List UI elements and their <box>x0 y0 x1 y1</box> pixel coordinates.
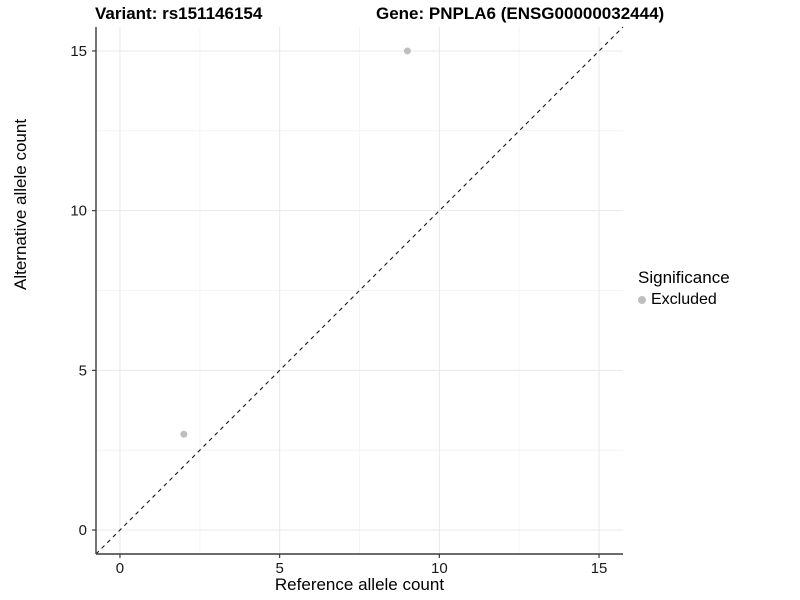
x-tick-label: 15 <box>591 560 608 577</box>
legend-title: Significance <box>638 268 730 287</box>
y-tick-label: 10 <box>70 203 87 220</box>
plot-title-gene: Gene: PNPLA6 (ENSG00000032444) <box>376 4 665 23</box>
legend: Significance Excluded <box>638 268 730 309</box>
y-tick-label: 5 <box>79 362 87 379</box>
data-point <box>180 430 188 438</box>
data-point <box>403 47 411 55</box>
y-tick-label: 15 <box>70 43 87 60</box>
x-tick-label: 10 <box>431 560 448 577</box>
legend-point-icon <box>638 296 646 304</box>
legend-item-excluded: Excluded <box>638 291 730 309</box>
x-tick-label: 5 <box>275 560 283 577</box>
y-tick-label: 0 <box>79 522 87 539</box>
plot-title-variant: Variant: rs151146154 <box>95 4 263 23</box>
legend-item-label: Excluded <box>651 291 717 308</box>
x-tick-label: 0 <box>116 560 124 577</box>
x-axis-title: Reference allele count <box>274 575 445 594</box>
